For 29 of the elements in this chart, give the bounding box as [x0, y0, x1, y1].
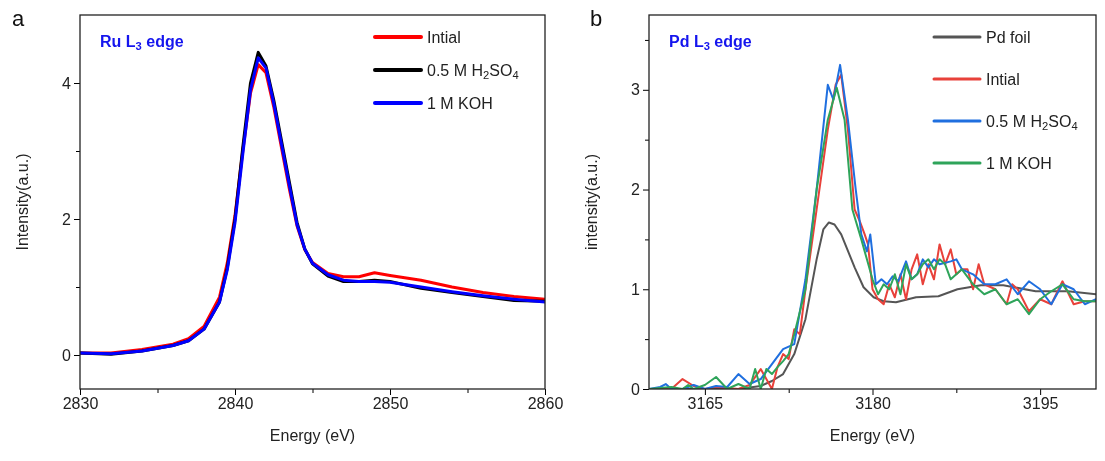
y-tick-label: 2	[62, 210, 72, 228]
y-tick-label: 0	[62, 346, 72, 364]
x-axis-title: Energy (eV)	[269, 427, 356, 444]
y-tick-label: 4	[62, 74, 72, 92]
text: Pd L$_{3}$ edge	[669, 33, 752, 53]
y-axis-title: Intensity(a.u.)	[14, 153, 31, 251]
legend-label: Intial	[986, 71, 1020, 88]
x-tick-label: 3195	[1022, 395, 1059, 413]
x-tick-label: 2840	[217, 395, 254, 413]
x-tick-label: 2850	[372, 395, 409, 413]
x-tick-label: 2860	[527, 395, 564, 413]
legend-label: 1 M KOH	[986, 155, 1052, 172]
legend-label: 0.5 M H$_{2}$SO$_{4}$	[986, 113, 1078, 133]
x-tick-label: 3165	[687, 395, 724, 413]
y-tick-label: 3	[631, 81, 641, 99]
x-tick-label: 2830	[62, 395, 99, 413]
legend-label: 1 M KOH	[427, 95, 493, 112]
x-axis-title: Energy (eV)	[829, 427, 916, 444]
x-tick-label: 3180	[855, 395, 891, 413]
legend-label: 0.5 M H$_{2}$SO$_{4}$	[427, 62, 519, 82]
text: Ru L$_{3}$ edge	[100, 33, 184, 53]
y-tick-label: 1	[631, 280, 641, 298]
y-tick-label: 0	[631, 380, 641, 398]
text: b	[590, 6, 603, 31]
text: a	[12, 6, 25, 31]
legend-label: Intial	[427, 29, 461, 46]
y-tick-label: 2	[631, 181, 641, 199]
y-axis-title: intensity(a.u.)	[583, 153, 600, 251]
legend-label: Pd foil	[986, 29, 1031, 46]
